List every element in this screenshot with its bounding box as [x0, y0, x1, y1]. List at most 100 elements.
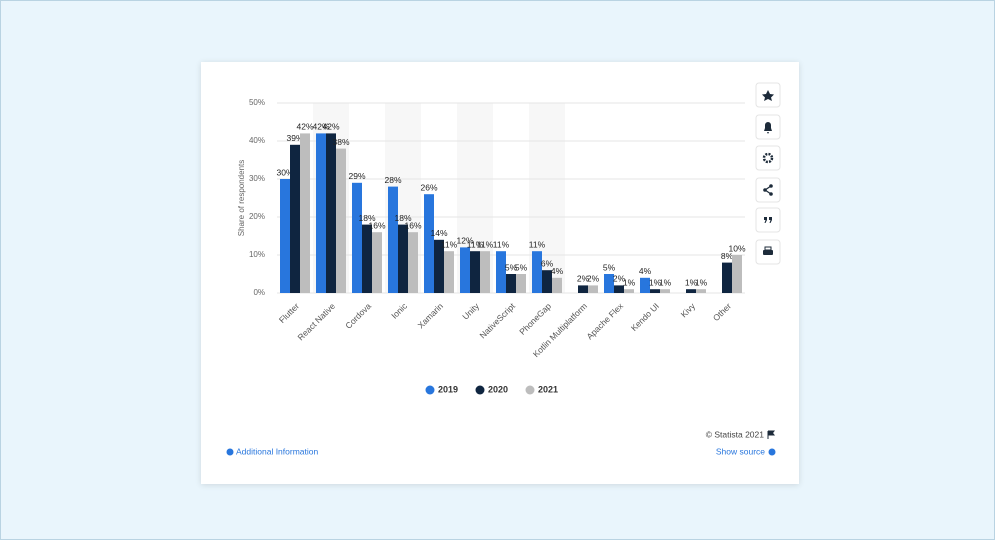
- flag-icon: [767, 430, 775, 439]
- bar: [326, 133, 336, 293]
- bar: [444, 251, 454, 293]
- bar: [604, 274, 614, 293]
- value-label: 18%: [358, 213, 375, 223]
- additional-info-link[interactable]: Additional Information: [236, 446, 318, 456]
- bar: [722, 262, 732, 293]
- x-tick-label: Flutter: [277, 301, 301, 325]
- legend-label: 2019: [438, 384, 458, 394]
- value-label: 5%: [603, 262, 616, 272]
- y-axis-title: Share of respondents: [237, 160, 246, 237]
- value-label: 12%: [456, 236, 473, 246]
- y-tick-label: 30%: [249, 174, 265, 183]
- bar: [362, 224, 372, 293]
- x-tick-label: Apache Flex: [585, 300, 626, 341]
- print-icon-top: [764, 246, 772, 251]
- value-label: 14%: [430, 228, 447, 238]
- y-tick-label: 0%: [253, 288, 265, 297]
- bar: [316, 133, 326, 293]
- bar: [578, 285, 588, 293]
- bar: [532, 251, 542, 293]
- info-icon: [226, 448, 234, 456]
- y-tick-label: 10%: [249, 250, 265, 259]
- x-tick-label: React Native: [296, 301, 338, 343]
- settings-button[interactable]: [755, 145, 781, 171]
- value-label: 1%: [623, 277, 636, 287]
- x-tick-label: Unity: [460, 300, 481, 321]
- x-tick-label: Ionic: [389, 300, 409, 320]
- y-tick-label: 20%: [249, 212, 265, 221]
- share-dot: [769, 192, 773, 196]
- value-label: 42%: [322, 122, 339, 132]
- value-label: 2%: [587, 274, 600, 284]
- cite-button[interactable]: [755, 207, 781, 233]
- value-label: 11%: [493, 239, 510, 249]
- print-icon: [763, 250, 773, 255]
- bar: [732, 255, 742, 293]
- value-label: 38%: [332, 137, 349, 147]
- value-label: 1%: [649, 277, 662, 287]
- value-label: 6%: [541, 258, 554, 268]
- x-tick-label: NativeScript: [478, 300, 518, 340]
- value-label: 10%: [728, 243, 745, 253]
- bar: [650, 289, 660, 293]
- bar: [480, 251, 490, 293]
- bar: [686, 289, 696, 293]
- value-label: 11%: [467, 239, 484, 249]
- bar: [280, 179, 290, 293]
- value-label: 42%: [296, 122, 313, 132]
- value-label: 42%: [312, 122, 329, 132]
- value-label: 8%: [721, 251, 734, 261]
- legend-marker: [475, 385, 485, 395]
- legend-marker: [425, 385, 435, 395]
- bar: [352, 182, 362, 293]
- value-label: 29%: [348, 171, 365, 181]
- bar: [516, 274, 526, 293]
- x-tick-label: Other: [711, 301, 733, 323]
- value-label: 11%: [477, 239, 494, 249]
- bar: [614, 285, 624, 293]
- bar: [552, 277, 562, 293]
- value-label: 4%: [639, 266, 652, 276]
- show-source-link[interactable]: Show source: [716, 446, 765, 456]
- value-label: 30%: [276, 167, 293, 177]
- legend-label: 2021: [538, 384, 558, 394]
- y-tick-label: 40%: [249, 136, 265, 145]
- share-dot: [769, 184, 773, 188]
- value-label: 5%: [505, 262, 518, 272]
- x-tick-label: Cordova: [343, 301, 373, 331]
- value-label: 16%: [404, 220, 421, 230]
- bar: [398, 224, 408, 293]
- toolbar: [755, 82, 781, 265]
- bar: [588, 285, 598, 293]
- bar: [696, 289, 706, 293]
- star-icon: [762, 90, 774, 101]
- bar: [336, 148, 346, 293]
- gear-icon: [762, 152, 774, 164]
- value-label: 1%: [695, 277, 708, 287]
- bar: [300, 133, 310, 293]
- bar: [372, 232, 382, 293]
- value-label: 11%: [441, 239, 458, 249]
- bar: [542, 270, 552, 293]
- value-label: 18%: [394, 213, 411, 223]
- bar: [424, 194, 434, 293]
- bar: [624, 289, 634, 293]
- value-label: 28%: [384, 175, 401, 185]
- bar: [434, 239, 444, 293]
- quote-icon: [764, 217, 772, 223]
- x-tick-label: Xamarin: [416, 301, 446, 331]
- legend-label: 2020: [488, 384, 508, 394]
- value-label: 16%: [368, 220, 385, 230]
- bar: [388, 186, 398, 293]
- bar: [506, 274, 516, 293]
- y-tick-label: 50%: [249, 98, 265, 107]
- value-label: 1%: [685, 277, 698, 287]
- legend-marker: [525, 385, 535, 395]
- x-tick-label: PhoneGap: [517, 301, 553, 337]
- bar: [640, 277, 650, 293]
- share-button[interactable]: [755, 177, 781, 203]
- bar: [408, 232, 418, 293]
- bar: [660, 289, 670, 293]
